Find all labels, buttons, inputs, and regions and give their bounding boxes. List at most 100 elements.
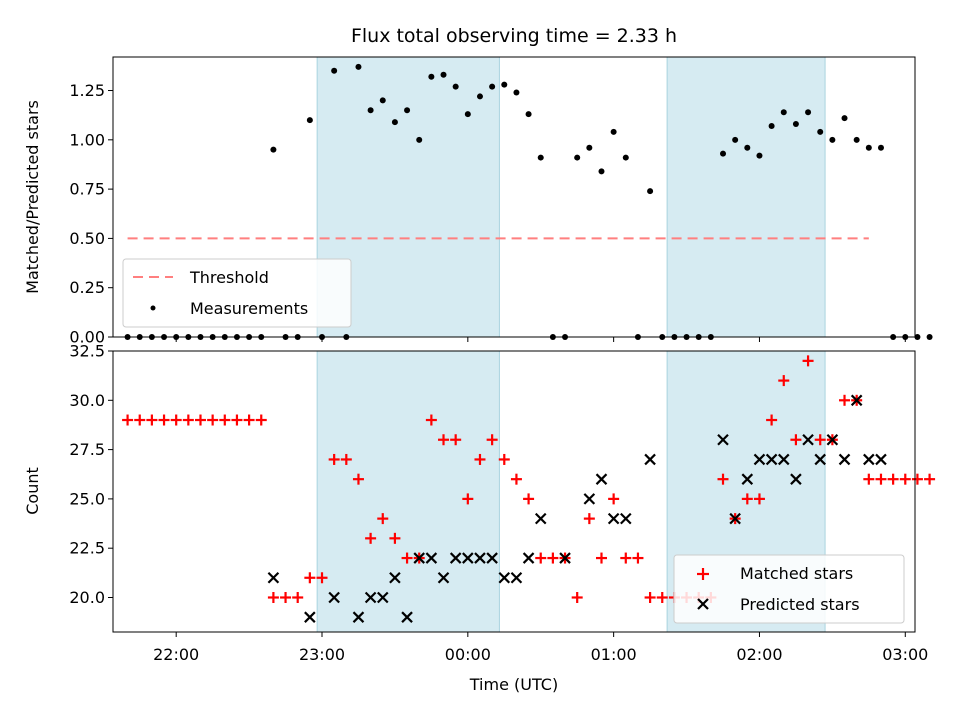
predicted-star-marker bbox=[826, 433, 839, 446]
predicted-star-marker bbox=[717, 433, 729, 446]
matched-star-marker bbox=[146, 414, 158, 426]
measurement-point bbox=[452, 83, 459, 90]
predicted-star-marker bbox=[462, 552, 474, 564]
marker-stroke bbox=[790, 473, 802, 485]
matched-star-marker bbox=[924, 473, 936, 485]
marker-stroke bbox=[389, 571, 401, 584]
bottom-plot-frame bbox=[112, 350, 916, 633]
matched-star-marker bbox=[595, 552, 607, 564]
measurement-point bbox=[537, 154, 544, 161]
marker-stroke bbox=[267, 571, 280, 584]
marker-stroke bbox=[595, 473, 608, 485]
measurement-point bbox=[610, 128, 617, 135]
matched-star-marker bbox=[267, 591, 279, 603]
predicted-star-marker bbox=[534, 512, 547, 525]
y-tick-label: 0.00 bbox=[69, 328, 105, 347]
marker-stroke bbox=[863, 453, 875, 466]
bottom-x-axis: 22:00 23:00 00:00 01:00 02:00 03:00 bbox=[153, 632, 928, 664]
marker-stroke bbox=[486, 552, 498, 564]
chart-title: Flux total observing time = 2.33 h bbox=[351, 25, 677, 47]
matched-star-marker bbox=[778, 375, 790, 387]
marker-stroke bbox=[474, 552, 486, 564]
matched-star-marker bbox=[608, 493, 620, 505]
top-legend: Threshold Measurements bbox=[122, 258, 352, 328]
predicted-star-marker bbox=[729, 512, 741, 525]
legend-measurements-swatch bbox=[150, 305, 156, 311]
predicted-star-marker bbox=[352, 611, 365, 623]
marker-stroke bbox=[741, 473, 754, 485]
matched-star-marker bbox=[401, 552, 413, 564]
matched-star-marker bbox=[814, 434, 826, 446]
y-tick-label: 0.75 bbox=[69, 180, 105, 199]
shaded-interval-0 bbox=[317, 351, 500, 632]
marker-stroke bbox=[607, 512, 620, 525]
marker-stroke bbox=[583, 493, 596, 505]
marker-stroke bbox=[850, 394, 863, 407]
matched-star-marker bbox=[365, 532, 377, 544]
matched-star-marker bbox=[753, 493, 765, 505]
y-tick-label: 30.0 bbox=[69, 391, 105, 410]
marker-stroke bbox=[777, 453, 790, 466]
legend-threshold-label: Threshold bbox=[189, 268, 269, 287]
measurement-point bbox=[270, 146, 277, 153]
matched-star-marker bbox=[632, 552, 644, 564]
measurement-point bbox=[720, 150, 727, 157]
predicted-star-marker bbox=[741, 473, 754, 485]
x-tick-label: 23:00 bbox=[299, 645, 345, 664]
measurement-point bbox=[926, 334, 933, 340]
measurement-point bbox=[768, 123, 775, 130]
matched-star-marker bbox=[389, 532, 401, 544]
marker-stroke bbox=[522, 552, 535, 564]
matched-star-marker bbox=[170, 414, 182, 426]
predicted-star-marker bbox=[765, 453, 778, 466]
measurement-point bbox=[404, 107, 411, 114]
matched-star-marker bbox=[656, 591, 668, 603]
measurement-point bbox=[525, 111, 532, 118]
legend-predicted-label: Predicted stars bbox=[740, 595, 860, 614]
marker-stroke bbox=[729, 512, 741, 525]
matched-star-marker bbox=[583, 513, 595, 525]
matched-star-marker bbox=[340, 453, 352, 465]
measurement-point bbox=[501, 81, 508, 88]
bottom-legend: Matched stars Predicted stars bbox=[673, 554, 905, 624]
marker-stroke bbox=[449, 552, 462, 564]
marker-stroke bbox=[875, 453, 887, 466]
measurement-point bbox=[586, 144, 593, 151]
matched-star-marker bbox=[182, 414, 194, 426]
matched-star-marker bbox=[255, 414, 267, 426]
matched-star-marker bbox=[802, 355, 814, 367]
measurement-point bbox=[817, 128, 824, 135]
predicted-star-marker bbox=[595, 473, 608, 485]
matched-star-marker bbox=[438, 434, 450, 446]
top-panel: 0.00 0.25 0.50 0.75 1.00 1.25 Matched/Predict… bbox=[23, 56, 933, 347]
predicted-star-marker bbox=[474, 552, 486, 564]
matched-star-marker bbox=[899, 473, 911, 485]
predicted-star-marker bbox=[838, 453, 851, 466]
matched-star-marker bbox=[790, 434, 802, 446]
predicted-star-marker bbox=[364, 591, 377, 604]
matched-star-marker bbox=[207, 414, 219, 426]
measurement-point bbox=[464, 111, 471, 118]
matched-star-marker bbox=[316, 572, 328, 584]
predicted-star-marker bbox=[814, 453, 826, 466]
matched-star-marker bbox=[122, 414, 134, 426]
y-tick-label: 1.25 bbox=[69, 81, 105, 100]
measurement-point bbox=[865, 144, 872, 151]
predicted-star-marker bbox=[620, 512, 632, 525]
marker-stroke bbox=[717, 433, 729, 446]
matched-star-marker bbox=[717, 473, 729, 485]
legend-measurements-label: Measurements bbox=[190, 299, 308, 318]
measurement-point bbox=[331, 67, 338, 74]
x-tick-label: 00:00 bbox=[445, 645, 491, 664]
predicted-star-marker bbox=[777, 453, 790, 466]
matched-star-marker bbox=[875, 473, 887, 485]
matched-star-marker bbox=[231, 414, 243, 426]
predicted-star-marker bbox=[850, 394, 863, 407]
measurement-point bbox=[744, 144, 751, 151]
marker-stroke bbox=[425, 552, 438, 564]
matched-star-marker bbox=[510, 473, 522, 485]
marker-stroke bbox=[462, 552, 474, 564]
matched-star-marker bbox=[571, 591, 583, 603]
marker-stroke bbox=[376, 591, 389, 604]
